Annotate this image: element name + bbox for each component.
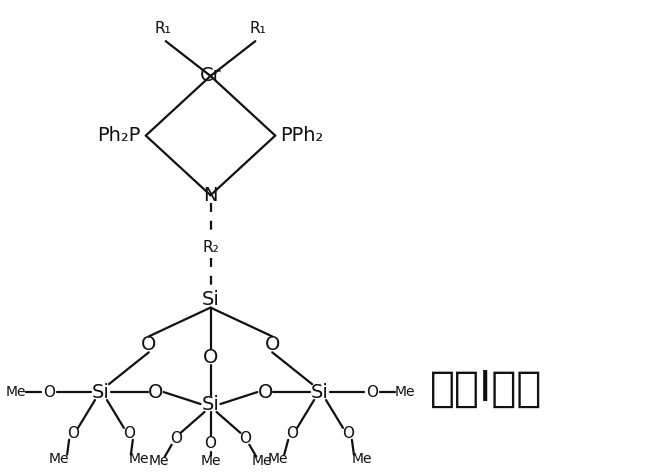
Text: O: O — [203, 348, 218, 367]
Text: Ph₂P: Ph₂P — [97, 126, 141, 145]
Text: Me: Me — [268, 452, 288, 466]
Text: R₂: R₂ — [202, 240, 219, 255]
Text: O: O — [342, 426, 354, 441]
Text: O: O — [67, 426, 79, 441]
Text: Cr: Cr — [200, 66, 221, 86]
Text: O: O — [123, 426, 135, 441]
Text: Si: Si — [202, 394, 220, 413]
Text: O: O — [204, 436, 216, 451]
Text: Me: Me — [352, 452, 372, 466]
Text: Me: Me — [129, 452, 149, 466]
Text: N: N — [203, 186, 218, 205]
Text: Me: Me — [252, 454, 272, 468]
Text: O: O — [286, 426, 298, 441]
Text: Me: Me — [49, 452, 69, 466]
Text: O: O — [141, 335, 157, 354]
Text: Si: Si — [92, 383, 110, 402]
Text: Me: Me — [149, 454, 169, 468]
Text: O: O — [366, 385, 378, 400]
Text: R₁: R₁ — [155, 21, 171, 36]
Text: Me: Me — [200, 454, 220, 468]
Text: O: O — [170, 431, 182, 447]
Text: O: O — [239, 431, 251, 447]
Text: R₁: R₁ — [250, 21, 266, 36]
Text: PPh₂: PPh₂ — [280, 126, 324, 145]
Text: O: O — [43, 385, 55, 400]
Text: Me: Me — [394, 385, 415, 399]
Text: Me: Me — [6, 385, 27, 399]
Text: 式（I）；: 式（I）； — [430, 368, 542, 410]
Text: Si: Si — [311, 383, 329, 402]
Text: O: O — [258, 383, 273, 402]
Text: Si: Si — [202, 290, 220, 309]
Text: O: O — [264, 335, 280, 354]
Text: O: O — [148, 383, 163, 402]
